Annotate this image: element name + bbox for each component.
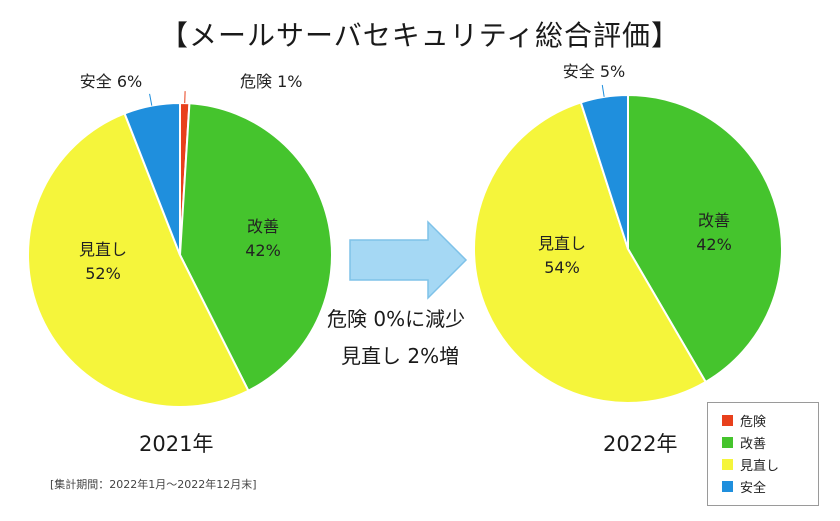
legend-swatch-danger <box>722 414 733 426</box>
pie-2021-slice-improve <box>178 102 333 393</box>
pie-2022-label-review: 見直し 54% <box>538 234 586 277</box>
pie-2021-leader-safe <box>149 93 153 106</box>
pie-2022-label-improve: 改善 42% <box>696 211 732 254</box>
pie-2022-leader-safe <box>601 84 605 97</box>
legend-swatch-review <box>722 458 733 470</box>
legend-label-safe: 安全 <box>740 480 767 496</box>
chart-legend: 危険 改善 見直し 安全 <box>707 402 819 506</box>
chart-2022-title: 2022年 <box>603 432 678 456</box>
legend-item-improve: 改善 <box>708 431 818 453</box>
pie-2021-slice-review <box>27 112 250 408</box>
pie-2022-slice-safe <box>579 93 629 250</box>
pie-2022-slice-review <box>473 101 708 404</box>
legend-label-danger: 危険 <box>740 414 767 430</box>
legend-label-review: 見直し <box>740 458 780 474</box>
legend-swatch-safe <box>722 480 733 492</box>
pie-2021-label-danger: 危険 1% <box>240 72 302 91</box>
pie-2021-label-safe: 安全 6% <box>80 72 142 91</box>
pie-2021-label-review: 見直し 52% <box>79 240 127 283</box>
pie-2022-label-safe: 安全 5% <box>563 62 625 81</box>
legend-item-safe: 安全 <box>708 475 818 497</box>
legend-swatch-improve <box>722 436 733 448</box>
transition-arrow <box>349 220 468 300</box>
page-title: 【メールサーバセキュリティ総合評価】 <box>159 19 681 52</box>
pie-2021-label-improve: 改善 42% <box>245 217 281 260</box>
legend-item-danger: 危険 <box>708 409 818 431</box>
legend-label-improve: 改善 <box>740 436 767 452</box>
chart-2021-title: 2021年 <box>139 432 214 456</box>
pie-2022-slice-improve <box>627 93 783 384</box>
legend-item-review: 見直し <box>708 453 818 475</box>
period-note: [集計期間：2022年1月～2022年12月末] <box>50 478 257 491</box>
transition-text-review: 見直し 2%増 <box>341 344 460 368</box>
transition-text-danger: 危険 0%に減少 <box>327 307 466 331</box>
